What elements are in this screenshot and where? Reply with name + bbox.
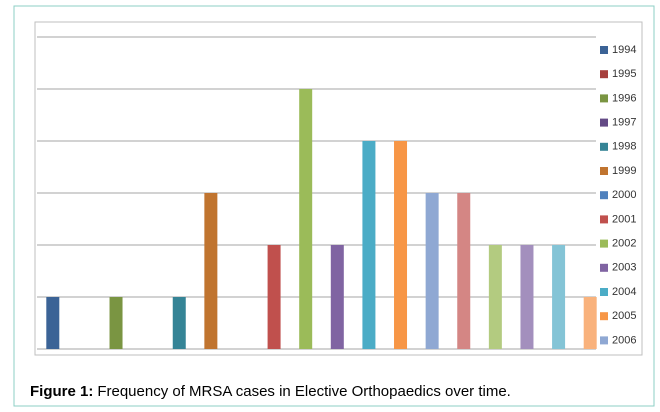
legend-swatch: [600, 167, 608, 175]
bar: [299, 89, 313, 349]
legend-swatch: [600, 118, 608, 127]
legend-label: 2002: [612, 238, 636, 250]
legend-swatch: [600, 191, 608, 200]
legend-swatch: [600, 70, 608, 79]
legend-swatch: [600, 288, 608, 296]
legend-swatch: [600, 263, 608, 272]
bar: [425, 193, 439, 349]
legend-label: 1995: [612, 68, 636, 80]
bar: [394, 141, 408, 349]
bar: [267, 245, 281, 349]
legend-swatch: [600, 239, 608, 248]
bar: [552, 245, 566, 349]
legend-swatch: [600, 215, 608, 224]
legend-swatch: [600, 94, 608, 103]
legend-label: 2005: [612, 310, 636, 322]
bar: [109, 297, 123, 349]
bar: [204, 193, 218, 349]
caption: Figure 1: Frequency of MRSA cases in Elec…: [30, 383, 511, 400]
legend-label: 2004: [612, 286, 636, 298]
bar: [46, 297, 60, 349]
legend-label: 1998: [612, 141, 636, 153]
bar: [172, 297, 186, 349]
legend-label: 2006: [612, 334, 636, 346]
caption-text: Frequency of MRSA cases in Elective Orth…: [97, 383, 511, 400]
bar: [330, 245, 344, 349]
bar: [583, 297, 597, 349]
bar: [362, 141, 376, 349]
bar: [457, 193, 471, 349]
legend-label: 1994: [612, 44, 636, 56]
bar: [488, 245, 502, 349]
caption-label: Figure 1:: [30, 383, 93, 400]
legend-label: 1996: [612, 92, 636, 104]
legend-label: 1999: [612, 165, 636, 177]
legend-swatch: [600, 336, 608, 345]
bar: [520, 245, 534, 349]
legend-label: 2000: [612, 189, 636, 201]
legend-swatch: [600, 312, 608, 321]
legend-label: 2001: [612, 213, 636, 225]
legend-label: 2003: [612, 262, 636, 274]
legend-swatch: [600, 46, 608, 54]
legend-swatch: [600, 142, 608, 151]
frame: [13, 5, 655, 407]
legend-label: 1997: [612, 117, 636, 129]
